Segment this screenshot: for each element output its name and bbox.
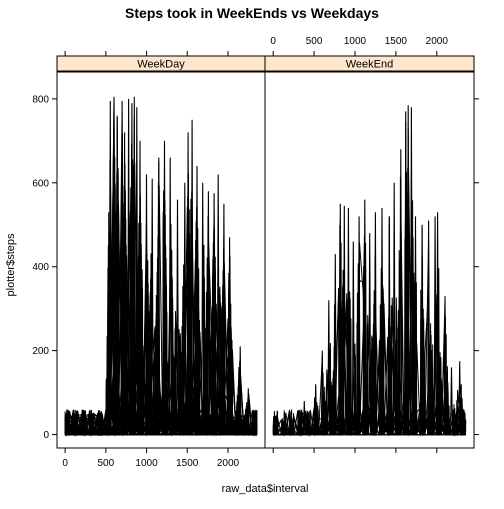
peak-point <box>201 182 205 435</box>
strip-label: WeekEnd <box>346 59 394 71</box>
peak-point <box>346 207 350 435</box>
peak-point <box>436 212 440 435</box>
strip-weekend <box>264 55 475 72</box>
panel-weekend: WeekEnd <box>264 55 475 449</box>
series-lines <box>272 105 467 437</box>
peak-point <box>222 203 226 435</box>
peak-point <box>420 224 424 435</box>
x-tick-label: 1500 <box>176 458 199 469</box>
peak-point <box>427 220 431 435</box>
x-tick-label: 500 <box>306 36 323 47</box>
y-tick-label: 800 <box>32 94 49 105</box>
peak-point <box>342 205 346 435</box>
y-axis-title: plotter$steps <box>5 233 17 296</box>
peak-point <box>314 384 318 435</box>
panel-border <box>264 71 475 449</box>
peak-point <box>357 216 361 435</box>
peak-point <box>212 193 216 435</box>
peak-point <box>387 216 391 435</box>
peak-point <box>120 100 124 435</box>
x-tick-label: 1000 <box>344 36 367 47</box>
peak-point <box>246 388 250 435</box>
peak-point <box>150 178 154 435</box>
panel-weekday: WeekDay <box>56 55 266 449</box>
peak-point <box>238 346 242 435</box>
peak-point <box>168 157 172 435</box>
peak-point <box>195 165 199 435</box>
peak-point <box>433 216 437 435</box>
x-tick-label: 1000 <box>135 458 158 469</box>
peak-point <box>458 361 462 435</box>
peak-point <box>135 107 139 435</box>
peak-point <box>123 132 127 435</box>
peak-point <box>449 367 454 435</box>
peak-point <box>127 98 131 435</box>
x-tick-label: 0 <box>270 36 276 47</box>
peak-point <box>392 182 396 435</box>
peak-point <box>175 199 180 435</box>
peak-point <box>302 400 306 435</box>
peak-point <box>115 115 119 435</box>
peak-point <box>320 350 324 435</box>
y-tick-label: 400 <box>32 262 49 273</box>
peak-point <box>275 411 279 435</box>
strip-label: WeekDay <box>137 59 185 71</box>
panels-layer: WeekDay WeekEnd <box>56 55 475 449</box>
x-tick-label: 1500 <box>385 36 408 47</box>
peak-point <box>190 119 194 435</box>
peak-point <box>228 237 232 435</box>
series-line <box>273 176 466 437</box>
peak-point <box>443 296 447 435</box>
y-tick-label: 0 <box>43 430 49 441</box>
peak-point <box>138 140 142 435</box>
y-tick-label: 200 <box>32 346 49 357</box>
peak-point <box>373 212 377 435</box>
peak-point <box>351 241 355 435</box>
peak-point <box>206 191 210 435</box>
x-tick-label: 500 <box>98 458 115 469</box>
peak-point <box>409 107 413 435</box>
y-tick-label: 600 <box>32 178 49 189</box>
chart-title: Steps took in WeekEnds vs Weekdays <box>125 5 379 21</box>
peak-point <box>404 111 408 435</box>
axes-layer: 0 500 1000 1500 2000 0 500 1000 1500 2000 0 200 400 6… <box>32 36 479 469</box>
peak-point <box>327 300 331 435</box>
series-lines <box>64 96 258 437</box>
peak-point <box>333 254 337 435</box>
peak-point <box>406 105 410 435</box>
peak-point <box>399 149 403 435</box>
peak-point <box>363 199 367 435</box>
peak-point <box>183 182 187 435</box>
peak-point <box>108 100 112 435</box>
peak-point <box>130 103 134 435</box>
x-tick-label: 2000 <box>217 458 240 469</box>
peak-point <box>145 174 149 435</box>
peak-point <box>413 216 418 435</box>
peak-point <box>132 96 136 435</box>
peak-point <box>368 233 372 435</box>
x-tick-label: 0 <box>62 458 68 469</box>
peak-point <box>162 140 166 435</box>
peak-point <box>112 96 116 435</box>
peak-point <box>186 132 190 435</box>
x-tick-label: 2000 <box>426 36 449 47</box>
peak-point <box>338 203 342 435</box>
peak-point <box>157 157 161 435</box>
x-axis-title: raw_data$interval <box>222 483 309 495</box>
peak-point <box>216 174 220 435</box>
peak-point <box>380 207 384 435</box>
